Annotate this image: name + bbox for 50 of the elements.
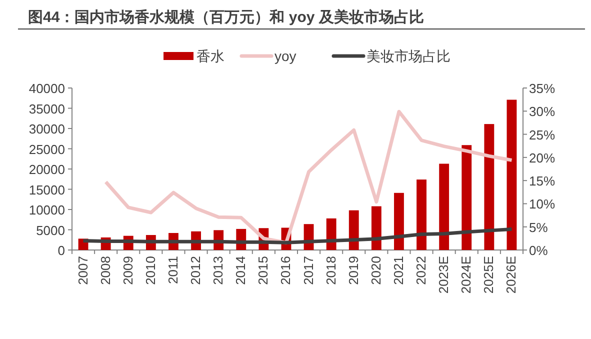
x-tick-label: 2023E bbox=[436, 256, 452, 294]
legend-label: 美妆市场占比 bbox=[366, 48, 450, 64]
y2-tick-label: 20% bbox=[529, 150, 556, 166]
x-tick-label: 2015 bbox=[256, 256, 271, 285]
x-tick-label: 2025E bbox=[481, 256, 496, 294]
x-tick-label: 2011 bbox=[165, 256, 180, 284]
x-tick-label: 2017 bbox=[300, 256, 316, 285]
x-tick-label: 2018 bbox=[323, 256, 338, 285]
x-tick-label: 2007 bbox=[75, 256, 90, 285]
x-tick-label: 2014 bbox=[233, 256, 248, 285]
bar bbox=[394, 192, 404, 250]
y2-tick-label: 35% bbox=[529, 81, 556, 96]
y-tick-label: 5000 bbox=[36, 222, 65, 238]
y2-tick-label: 5% bbox=[529, 220, 548, 235]
line-series bbox=[82, 227, 514, 244]
y2-tick-label: 0% bbox=[529, 243, 548, 258]
y-tick-label: 40000 bbox=[28, 81, 65, 96]
y-tick-label: 20000 bbox=[28, 162, 65, 177]
y-tick-label: 30000 bbox=[28, 122, 65, 136]
y2-tick-label: 25% bbox=[529, 127, 556, 142]
y-tick-label: 35000 bbox=[28, 101, 65, 116]
x-tick-label: 2026E bbox=[504, 256, 519, 294]
bar bbox=[416, 180, 426, 250]
y2-tick-label: 15% bbox=[529, 174, 556, 189]
y-tick-label: 25000 bbox=[28, 142, 65, 157]
legend-label: yoy bbox=[274, 48, 296, 64]
x-tick-label: 2008 bbox=[98, 256, 113, 285]
bar bbox=[371, 206, 382, 250]
bar bbox=[348, 210, 359, 250]
bar bbox=[484, 124, 494, 250]
x-tick-label: 2021 bbox=[390, 256, 406, 285]
bar bbox=[439, 164, 450, 250]
legend-label: 香水 bbox=[196, 48, 224, 64]
x-tick-label: 2012 bbox=[188, 256, 204, 285]
y-tick-label: 15000 bbox=[28, 182, 65, 198]
y2-tick-label: 10% bbox=[529, 196, 556, 212]
bar bbox=[462, 145, 472, 250]
bar bbox=[506, 100, 517, 250]
y-tick-label: 0 bbox=[58, 243, 65, 258]
y-tick-label: 10000 bbox=[28, 202, 65, 218]
x-tick-label: 2013 bbox=[210, 256, 226, 285]
x-tick-label: 2016 bbox=[278, 256, 294, 285]
chart-title: 图44：国内市场香水规模（百万元）和 yoy 及美妆市场占比 bbox=[28, 8, 424, 26]
x-tick-label: 2009 bbox=[120, 256, 136, 285]
x-tick-label: 2010 bbox=[142, 256, 158, 285]
x-tick-label: 2022 bbox=[414, 256, 429, 285]
x-tick-label: 2024E bbox=[458, 256, 474, 294]
x-tick-label: 2019 bbox=[346, 256, 361, 285]
y2-tick-label: 30% bbox=[529, 104, 556, 120]
x-tick-label: 2020 bbox=[368, 256, 384, 285]
